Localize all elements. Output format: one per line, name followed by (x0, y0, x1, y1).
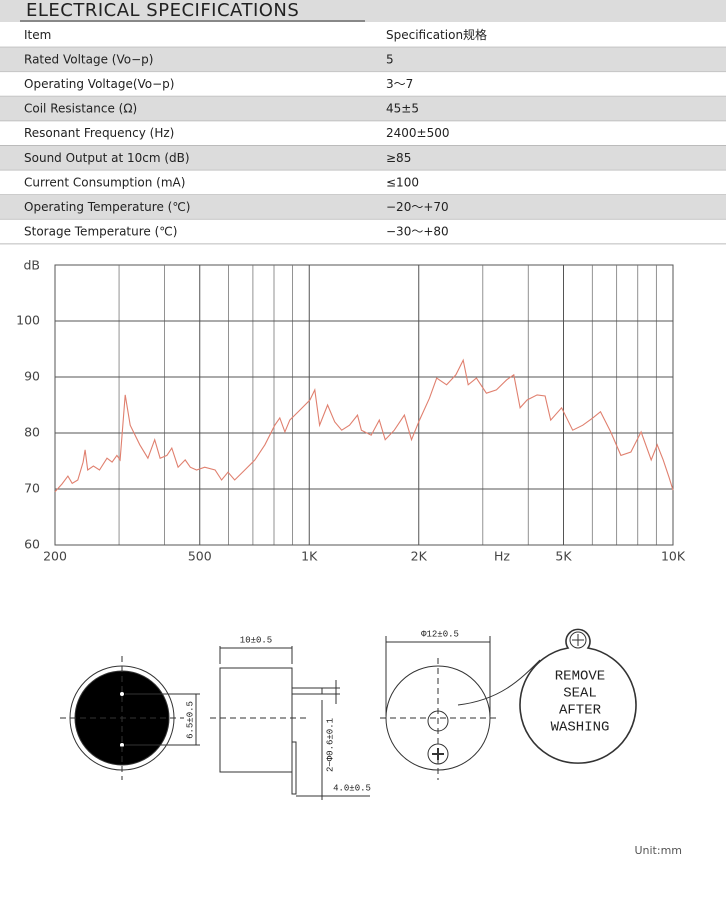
cell: ≤100 (386, 175, 419, 189)
leader (457, 659, 541, 706)
cell: −30～+80 (386, 225, 449, 239)
lead (291, 687, 323, 695)
unit: Unit:mm (634, 844, 682, 857)
hole (427, 743, 449, 765)
cell: Current Consumption (mA) (24, 175, 185, 189)
dim-label: 4.0±0.5 (333, 783, 371, 793)
drawing (60, 628, 637, 800)
row-bg (0, 23, 726, 47)
cell: 45±5 (386, 102, 419, 116)
dim-label: 2−Φ0.6±0.1 (325, 718, 335, 772)
x-tick-label: 1K (301, 549, 318, 564)
y-tick-label: 90 (24, 369, 40, 384)
side (219, 667, 293, 773)
plus (432, 748, 444, 760)
title: ELECTRICAL SPECIFICATIONS (26, 0, 299, 21)
cell: Resonant Frequency (Hz) (24, 126, 174, 140)
x-tick-label: 10K (661, 549, 686, 564)
row-bg (0, 170, 726, 195)
hole (427, 710, 449, 732)
x-axis-label: Hz (494, 549, 510, 564)
x-tick-label: 500 (188, 549, 212, 564)
row-bg (0, 219, 726, 244)
seal-text: AFTER (559, 703, 602, 719)
cell: Specification规格 (386, 27, 487, 42)
y-tick-label: 80 (24, 425, 40, 440)
cell: Storage Temperature (℃) (24, 225, 177, 239)
cell: −20～+70 (386, 200, 449, 214)
x-tick-label: 200 (43, 549, 67, 564)
seal-text: REMOVE (555, 669, 605, 685)
response-line (54, 358, 674, 493)
cell: Operating Voltage(Vo−p) (24, 77, 174, 91)
plot-frame (54, 264, 674, 546)
dim-label: 10±0.5 (240, 635, 272, 645)
pin (120, 692, 124, 696)
row-bg (0, 47, 726, 72)
cell: ≥85 (386, 151, 411, 165)
row-bg (0, 121, 726, 145)
seal-hole (569, 631, 587, 649)
pin (120, 743, 124, 747)
y-axis-label: dB (23, 258, 40, 273)
y-tick-label: 70 (24, 481, 40, 496)
plus (572, 634, 584, 646)
x-tick-label: 5K (555, 549, 572, 564)
cell: Sound Output at 10cm (dB) (24, 151, 190, 165)
cell: 5 (386, 52, 394, 66)
x-tick-label: 2K (411, 549, 428, 564)
y-tick-label: 60 (24, 537, 40, 552)
cell: 2400±500 (386, 126, 450, 140)
cell: 3～7 (386, 77, 413, 91)
dim-label: 6.5±0.5 (185, 701, 195, 739)
chart: 200 500 1K 2K 5K 10K 60 70 80 90 100 dB Hz (16, 258, 686, 564)
y-tick-label: 100 (16, 313, 40, 328)
row-bg (0, 72, 726, 96)
seal-text: WASHING (551, 720, 610, 736)
dim-label: Φ12±0.5 (421, 629, 459, 639)
row-bg (0, 146, 726, 170)
cell: Operating Temperature (℃) (24, 200, 190, 214)
title-bar (0, 0, 726, 22)
cell: Item (24, 28, 51, 42)
seal-text: SEAL (563, 686, 597, 702)
spec-table: Item Specification规格 Rated Voltage (Vo−p) 5… (0, 23, 726, 245)
seal (519, 628, 637, 764)
drawing-labels: 10±0.5 6.5±0.5 2−Φ0.6±0.1 4.0±0.5 Φ12±0.… (185, 629, 682, 857)
row-bg (0, 195, 726, 219)
lead (291, 741, 297, 795)
cell: Coil Resistance (Ω) (24, 102, 137, 116)
cell: Rated Voltage (Vo−p) (24, 52, 153, 66)
row-bg (0, 96, 726, 121)
